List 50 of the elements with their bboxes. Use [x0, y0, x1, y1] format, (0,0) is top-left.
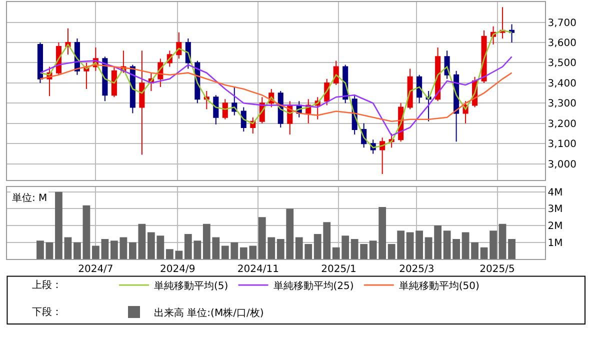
candlestick — [240, 106, 246, 132]
x-tick-label: 2024/11 — [237, 264, 279, 276]
legend-label: 単純移動平均(5) — [154, 280, 228, 292]
y-tick-label: 3,400 — [548, 78, 576, 90]
annotation: 単位: M — [12, 192, 48, 204]
bar — [74, 242, 81, 260]
y-tick-label: 3,200 — [548, 118, 576, 130]
candlestick — [213, 94, 219, 125]
y-tick-label: 4M — [548, 187, 563, 198]
x-tick-label: 2025/3 — [399, 264, 434, 276]
y-tick-label: 3,000 — [548, 159, 576, 170]
candlestick — [416, 74, 422, 104]
bar — [101, 238, 109, 260]
bar — [46, 242, 54, 260]
x-tick-label: 2024/9 — [160, 264, 196, 276]
bar — [490, 230, 497, 260]
line-series — [40, 30, 512, 148]
bar — [480, 247, 488, 260]
x-tick-label: 2025/1 — [321, 264, 356, 276]
bar — [82, 205, 90, 260]
bar — [498, 224, 506, 260]
bar — [64, 237, 72, 260]
legend-label: 単純移動平均(50) — [398, 280, 480, 292]
candlestick — [139, 50, 145, 156]
legend-label: 単純移動平均(25) — [273, 280, 354, 292]
candlestick — [380, 137, 386, 174]
y-tick-label: 3M — [548, 204, 563, 216]
x-tick-label: 2024/7 — [78, 264, 114, 276]
candlestick — [111, 66, 117, 98]
y-tick-label: 3,100 — [548, 139, 576, 150]
candlestick — [37, 42, 43, 84]
bar — [508, 238, 516, 260]
bar — [36, 240, 44, 260]
y-tick-label: 3,600 — [548, 38, 576, 50]
text: 上段： — [32, 279, 62, 291]
y-tick-label: 2M — [548, 221, 563, 232]
line-series — [40, 56, 512, 136]
y-tick-label: 3,700 — [548, 18, 576, 29]
candlestick — [222, 98, 228, 120]
candlestick — [407, 68, 413, 110]
text: 下段： — [32, 306, 62, 318]
bar — [55, 192, 62, 260]
bar — [92, 246, 100, 260]
candlestick — [509, 24, 515, 44]
legend-label: 出来高 単位:(M株/口/枚) — [154, 306, 264, 319]
y-tick-label: 1M — [548, 238, 563, 249]
line-series — [40, 64, 512, 122]
y-tick-label: 3,500 — [548, 58, 576, 70]
x-tick-label: 2025/5 — [480, 264, 515, 276]
y-tick-label: 3,300 — [548, 98, 576, 110]
